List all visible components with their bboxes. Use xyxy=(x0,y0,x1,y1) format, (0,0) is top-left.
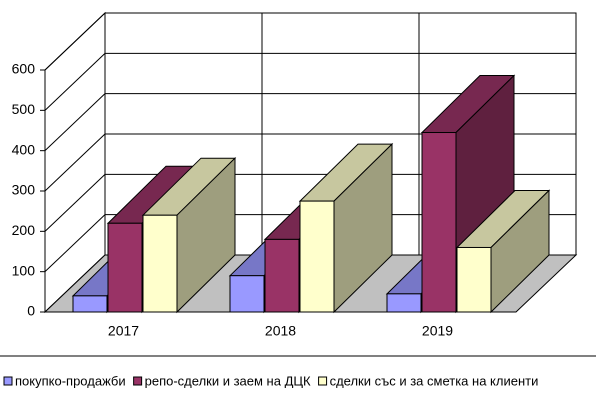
y-tick-label: 100 xyxy=(12,262,36,278)
legend-label: репо-сделки и заем на ДЦК xyxy=(145,373,311,388)
bar xyxy=(142,214,178,313)
bar xyxy=(264,238,300,313)
legend-swatch xyxy=(133,376,143,386)
x-tick-label: 2019 xyxy=(422,323,453,339)
grid-line xyxy=(44,173,106,232)
bar xyxy=(456,246,492,313)
grid-line xyxy=(44,214,106,273)
grid-line xyxy=(44,93,106,152)
legend-swatch xyxy=(3,376,13,386)
bar xyxy=(421,132,457,313)
grid-line xyxy=(44,12,106,71)
y-tick-label: 400 xyxy=(12,141,36,157)
bar xyxy=(386,293,422,313)
legend-label: сделки със и за сметка на клиенти xyxy=(330,373,539,388)
y-tick-label: 300 xyxy=(12,182,36,198)
bar xyxy=(299,200,335,313)
bar xyxy=(107,222,143,313)
y-tick-label: 500 xyxy=(12,101,36,117)
legend-label: покупко-продажби xyxy=(15,373,126,388)
bar xyxy=(72,295,108,313)
grid-line xyxy=(44,52,106,111)
x-tick-label: 2017 xyxy=(108,323,139,339)
x-tick-label: 2018 xyxy=(265,323,296,339)
grid-line xyxy=(44,133,106,192)
y-tick-label: 200 xyxy=(12,222,36,238)
y-tick-label: 600 xyxy=(12,61,36,77)
y-tick-label: 0 xyxy=(27,303,35,319)
legend-swatch xyxy=(318,376,328,386)
bar xyxy=(229,275,265,313)
